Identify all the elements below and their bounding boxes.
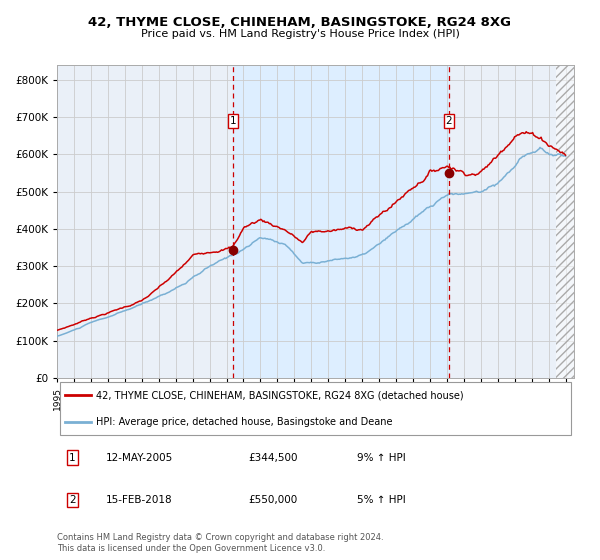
Text: 1: 1 [69,452,76,463]
Text: 9% ↑ HPI: 9% ↑ HPI [357,452,406,463]
Text: 5% ↑ HPI: 5% ↑ HPI [357,495,406,505]
Text: 42, THYME CLOSE, CHINEHAM, BASINGSTOKE, RG24 8XG (detached house): 42, THYME CLOSE, CHINEHAM, BASINGSTOKE, … [96,390,463,400]
Text: £344,500: £344,500 [248,452,298,463]
Text: 42, THYME CLOSE, CHINEHAM, BASINGSTOKE, RG24 8XG: 42, THYME CLOSE, CHINEHAM, BASINGSTOKE, … [89,16,511,29]
Text: Price paid vs. HM Land Registry's House Price Index (HPI): Price paid vs. HM Land Registry's House … [140,29,460,39]
Text: 1: 1 [229,116,236,126]
Text: 12-MAY-2005: 12-MAY-2005 [106,452,173,463]
Text: Contains HM Land Registry data © Crown copyright and database right 2024.
This d: Contains HM Land Registry data © Crown c… [57,533,383,553]
Bar [233,65,449,378]
Text: 15-FEB-2018: 15-FEB-2018 [106,495,173,505]
Text: 2: 2 [69,495,76,505]
Bar [556,65,574,378]
Bar [556,65,574,378]
Text: £550,000: £550,000 [248,495,298,505]
Text: 2: 2 [446,116,452,126]
FancyBboxPatch shape [59,382,571,435]
Text: HPI: Average price, detached house, Basingstoke and Deane: HPI: Average price, detached house, Basi… [96,417,392,427]
